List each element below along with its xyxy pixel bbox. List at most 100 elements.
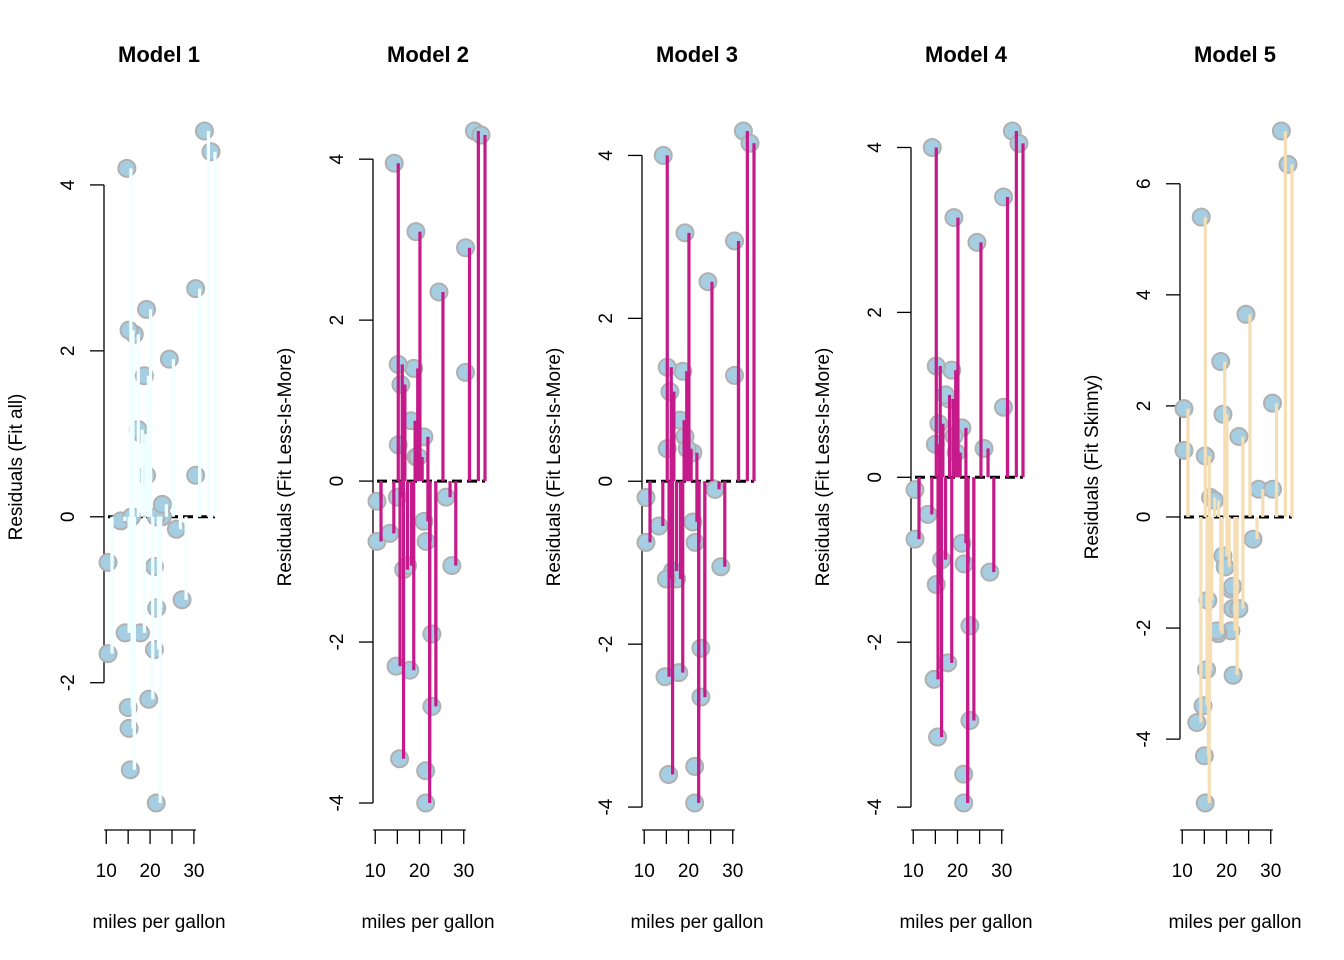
y-tick-label: 2: [1134, 401, 1155, 412]
data-point: [367, 491, 387, 511]
y-tick-label: -4: [1134, 730, 1155, 747]
residual-segments: [1186, 131, 1294, 803]
data-point: [725, 231, 745, 251]
x-axis-label: miles per gallon: [630, 912, 763, 933]
data-point: [954, 554, 974, 574]
data-point: [442, 556, 462, 576]
y-tick-label: -4: [865, 798, 886, 815]
data-point: [117, 158, 137, 178]
data-point: [1263, 479, 1283, 499]
data-point: [649, 516, 669, 536]
data-point: [1229, 599, 1249, 619]
data-point: [636, 532, 656, 552]
x-tick-label: 30: [991, 861, 1012, 882]
panel-title: Model 3: [656, 42, 738, 67]
data-point: [967, 232, 987, 252]
data-point: [685, 532, 705, 552]
data-point: [166, 519, 186, 539]
data-point: [960, 711, 980, 731]
data-point: [1009, 133, 1029, 153]
data-point: [456, 238, 476, 258]
panel-title: Model 5: [1194, 42, 1276, 67]
data-point: [944, 208, 964, 228]
x-tick-label: 20: [678, 861, 699, 882]
y-tick-label: -4: [596, 798, 617, 815]
data-point: [928, 727, 948, 747]
data-point: [422, 696, 442, 716]
data-point: [436, 487, 456, 507]
y-tick-label: 4: [1134, 289, 1155, 300]
x-tick-label: 20: [1216, 861, 1237, 882]
data-point: [384, 153, 404, 173]
panel-2: Model 2 Residuals (Fit Less-Is-More) -4 -2 0…: [275, 42, 495, 933]
data-point: [456, 362, 476, 382]
data-point: [159, 349, 179, 369]
data-point: [905, 529, 925, 549]
y-tick-label: 6: [1134, 178, 1155, 189]
data-point: [98, 644, 118, 664]
y-tick-label: 2: [596, 313, 617, 324]
x-tick-label: 10: [1172, 861, 1193, 882]
data-point: [390, 749, 410, 769]
y-axis-label: Residuals (Fit Less-Is-More): [544, 348, 565, 587]
y-axis-label: Residuals (Fit Skinny): [1082, 375, 1103, 560]
data-point: [1271, 121, 1291, 141]
data-point: [1187, 712, 1207, 732]
data-point: [1174, 440, 1194, 460]
data-point: [960, 616, 980, 636]
x-axis-label: miles per gallon: [92, 912, 225, 933]
data-point: [954, 793, 974, 813]
y-tick-label: 0: [58, 511, 79, 522]
y-tick-label: -2: [596, 636, 617, 653]
data-point: [698, 272, 718, 292]
data-point: [201, 142, 221, 162]
data-point: [994, 187, 1014, 207]
x-tick-label: 20: [947, 861, 968, 882]
data-point: [471, 125, 491, 145]
data-point: [429, 282, 449, 302]
x-tick-label: 10: [96, 861, 117, 882]
x-tick-label: 30: [1260, 861, 1281, 882]
data-point: [119, 320, 139, 340]
data-point: [416, 531, 436, 551]
data-point: [422, 624, 442, 644]
panel-1: Model 1 Residuals (Fit all) -2 0 2 4 10 20 30 mil…: [6, 42, 226, 933]
data-point: [194, 121, 214, 141]
y-tick-label: 2: [865, 307, 886, 318]
residual-segments: [110, 131, 217, 803]
x-tick-label: 30: [183, 861, 204, 882]
data-points: [1174, 121, 1298, 813]
x-axis-label: miles per gallon: [361, 912, 494, 933]
x-tick-label: 10: [903, 861, 924, 882]
data-point: [172, 590, 192, 610]
x-tick-label: 10: [365, 861, 386, 882]
y-tick-label: 4: [596, 150, 617, 161]
residual-segments: [917, 131, 1025, 803]
data-point: [1229, 426, 1249, 446]
y-axis-label: Residuals (Fit Less-Is-More): [813, 348, 834, 587]
data-point: [1195, 793, 1215, 813]
data-point: [725, 365, 745, 385]
y-tick-label: -4: [327, 794, 348, 811]
x-tick-label: 30: [722, 861, 743, 882]
data-point: [1243, 529, 1263, 549]
data-point: [994, 397, 1014, 417]
data-point: [1174, 399, 1194, 419]
y-tick-label: -2: [1134, 620, 1155, 637]
data-point: [137, 299, 157, 319]
y-tick-label: 4: [865, 142, 886, 153]
data-point: [139, 689, 159, 709]
data-point: [416, 793, 436, 813]
x-tick-label: 20: [140, 861, 161, 882]
data-point: [974, 438, 994, 458]
data-point: [636, 488, 656, 508]
data-point: [186, 279, 206, 299]
y-axis-label: Residuals (Fit all): [6, 394, 27, 541]
data-point: [146, 793, 166, 813]
x-tick-label: 20: [409, 861, 430, 882]
y-tick-label: 0: [1134, 512, 1155, 523]
residual-segments: [379, 131, 487, 803]
data-point: [98, 552, 118, 572]
data-point: [416, 761, 436, 781]
data-point: [740, 133, 760, 153]
